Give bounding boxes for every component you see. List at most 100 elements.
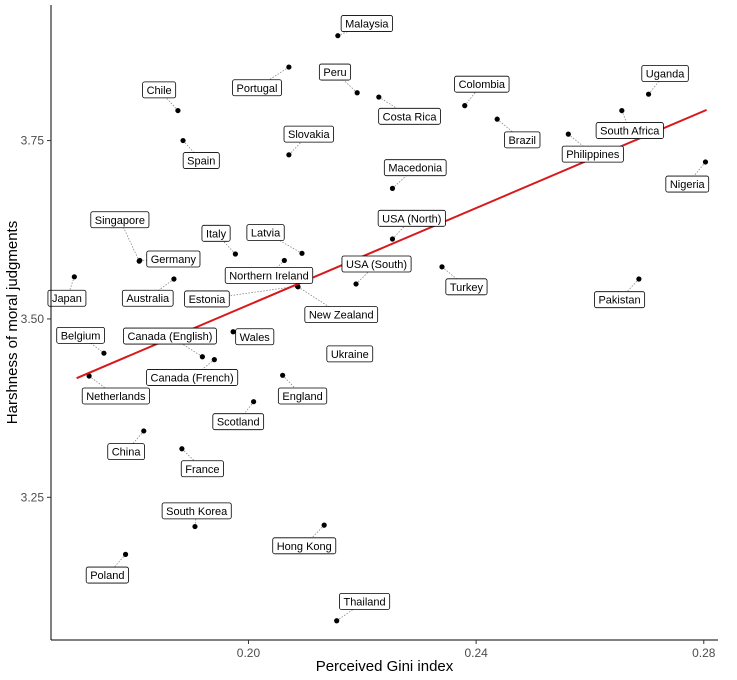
point-label: Malaysia — [340, 15, 393, 32]
point-label-text: Estonia — [189, 294, 227, 306]
point-label-box — [142, 81, 177, 99]
point-label-box — [47, 289, 87, 307]
data-point — [251, 399, 257, 405]
point-label-text: Japan — [52, 293, 82, 305]
label-leader — [621, 110, 631, 131]
point-label-box — [107, 443, 145, 461]
label-leader — [265, 232, 303, 254]
x-axis-title: Perceived Gini index — [316, 658, 454, 675]
point-label-box — [182, 152, 220, 169]
point-label-text: Macedonia — [388, 163, 443, 175]
point-label: Japan — [47, 289, 87, 307]
point-label-box — [326, 345, 374, 363]
point-label-text: Thailand — [343, 596, 385, 608]
point-label-text: Peru — [323, 67, 346, 79]
label-leader — [268, 260, 285, 276]
point-label-box — [184, 290, 230, 308]
point-label: Estonia — [184, 290, 230, 308]
point-label-text: England — [282, 391, 322, 403]
data-point — [321, 522, 327, 528]
point-label-box — [454, 75, 510, 93]
point-label: Netherlands — [81, 387, 150, 405]
point-label: USA (South) — [341, 255, 412, 273]
point-label: USA (North) — [377, 209, 446, 227]
data-point — [299, 250, 305, 256]
data-points — [71, 33, 709, 624]
point-label-text: Hong Kong — [277, 541, 332, 553]
point-label: Wales — [235, 328, 275, 346]
point-label-box — [504, 131, 541, 149]
point-label-text: Singapore — [95, 215, 145, 227]
data-point — [645, 91, 652, 97]
point-label-text: South Korea — [166, 506, 228, 518]
point-label: Uganda — [641, 65, 689, 82]
point-label: Hong Kong — [272, 537, 337, 555]
data-point — [141, 428, 147, 434]
point-label-box — [340, 15, 393, 32]
x-tick-label: 0.28 — [692, 646, 716, 660]
point-label: South Korea — [161, 502, 232, 520]
data-point — [211, 357, 217, 363]
point-label-box — [378, 107, 441, 125]
point-label: Poland — [85, 566, 129, 584]
label-leader — [568, 133, 594, 155]
point-label-text: Philippines — [566, 149, 620, 161]
point-label-text: Canada (English) — [127, 331, 212, 343]
point-label: South Africa — [595, 122, 664, 139]
data-point — [389, 236, 396, 242]
point-label: England — [277, 387, 328, 405]
point-label-box — [90, 211, 150, 229]
data-point — [334, 618, 340, 624]
data-point — [71, 274, 77, 280]
point-label: Nigeria — [665, 175, 710, 193]
point-label: Costa Rica — [378, 107, 441, 125]
x-tick-label: 0.20 — [237, 646, 261, 660]
point-label-text: Chile — [147, 85, 172, 97]
point-label: France — [180, 460, 224, 478]
data-point — [335, 33, 341, 39]
point-label-text: Nigeria — [670, 179, 706, 191]
point-label-text: Netherlands — [86, 391, 146, 403]
point-label: Brazil — [504, 131, 541, 149]
point-label-text: Australia — [126, 293, 170, 305]
point-label-text: Wales — [240, 332, 271, 344]
point-label: Peru — [318, 63, 352, 81]
point-label-text: Ukraine — [331, 349, 369, 361]
data-point — [192, 523, 198, 530]
point-label: Northern Ireland — [224, 267, 314, 284]
point-label-text: Brazil — [508, 135, 536, 147]
point-label-text: USA (South) — [346, 259, 407, 271]
point-label-text: Turkey — [450, 282, 484, 294]
point-label-box — [201, 224, 231, 242]
point-label-text: Colombia — [459, 79, 506, 91]
y-axis-title: Harshness of moral judgments — [4, 221, 21, 424]
data-point — [565, 131, 571, 137]
label-leader — [441, 266, 467, 288]
data-point — [122, 551, 129, 557]
data-point — [86, 373, 92, 379]
point-label: Australia — [121, 289, 174, 307]
point-label: Portugal — [232, 79, 282, 97]
point-label: Ukraine — [326, 345, 374, 363]
point-label-box — [283, 125, 334, 143]
data-point — [376, 94, 382, 100]
data-point — [353, 281, 359, 287]
point-label-text: China — [112, 447, 142, 459]
point-label-text: Costa Rica — [383, 111, 438, 123]
data-point — [230, 329, 236, 335]
point-label-text: Northern Ireland — [229, 270, 309, 282]
point-label: Thailand — [339, 593, 391, 610]
point-label-box — [121, 289, 174, 307]
point-label-box — [641, 65, 689, 82]
point-label-text: Italy — [206, 228, 227, 240]
point-label-box — [339, 593, 391, 610]
data-point — [199, 354, 205, 360]
point-label-text: Canada (French) — [151, 372, 234, 384]
data-point — [101, 350, 107, 356]
data-point — [137, 257, 143, 264]
plot-area: Malaysia Peru Costa Rica Portugal Chile Colom… — [47, 15, 710, 624]
point-label-text: Malaysia — [345, 19, 389, 31]
point-label-box — [81, 387, 150, 405]
point-label-text: Germany — [151, 254, 197, 266]
